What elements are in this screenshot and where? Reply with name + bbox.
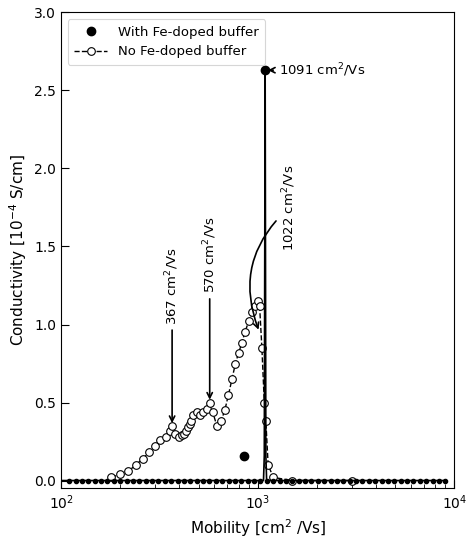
No Fe-doped buffer [252,302,258,309]
No Fe-doped buffer [201,408,206,415]
No Fe-doped buffer [242,329,248,336]
No Fe-doped buffer [189,418,194,425]
No Fe-doped buffer [197,412,203,418]
No Fe-doped buffer [229,376,235,382]
No Fe-doped buffer [163,434,168,440]
Text: 1022 cm$^2$/Vs: 1022 cm$^2$/Vs [250,164,298,328]
No Fe-doped buffer [126,468,131,474]
No Fe-doped buffer [290,477,295,484]
No Fe-doped buffer [236,349,242,356]
No Fe-doped buffer [169,423,175,429]
No Fe-doped buffer [210,408,216,415]
No Fe-doped buffer [118,471,123,478]
No Fe-doped buffer [262,399,267,406]
No Fe-doped buffer [204,406,210,412]
No Fe-doped buffer [177,434,182,440]
No Fe-doped buffer [207,399,212,406]
Legend: With Fe-doped buffer, No Fe-doped buffer: With Fe-doped buffer, No Fe-doped buffer [68,19,265,65]
Line: No Fe-doped buffer: No Fe-doped buffer [108,297,356,484]
No Fe-doped buffer [168,428,173,434]
No Fe-doped buffer [140,455,146,462]
No Fe-doped buffer [263,418,269,425]
No Fe-doped buffer [191,412,196,418]
No Fe-doped buffer [259,345,265,351]
No Fe-doped buffer [109,474,114,480]
Text: 570 cm$^2$/Vs: 570 cm$^2$/Vs [201,216,219,398]
No Fe-doped buffer [157,437,163,443]
X-axis label: Mobility [cm$^2$ /Vs]: Mobility [cm$^2$ /Vs] [190,518,326,539]
No Fe-doped buffer [185,424,191,431]
No Fe-doped buffer [222,407,228,414]
No Fe-doped buffer [246,318,252,325]
No Fe-doped buffer [218,418,224,425]
No Fe-doped buffer [214,423,220,429]
Text: 367 cm$^2$/Vs: 367 cm$^2$/Vs [164,247,181,422]
No Fe-doped buffer [233,360,238,367]
No Fe-doped buffer [265,462,271,468]
No Fe-doped buffer [239,340,245,347]
No Fe-doped buffer [181,430,186,437]
No Fe-doped buffer [226,391,231,398]
Y-axis label: Conductivity [10$^{-4}$ S/cm]: Conductivity [10$^{-4}$ S/cm] [7,155,28,346]
No Fe-doped buffer [152,443,158,449]
No Fe-doped buffer [250,308,255,315]
No Fe-doped buffer [179,432,184,438]
No Fe-doped buffer [187,421,192,428]
No Fe-doped buffer [146,449,152,456]
No Fe-doped buffer [172,430,178,437]
Text: 1091 cm$^2$/Vs: 1091 cm$^2$/Vs [270,61,365,79]
No Fe-doped buffer [257,302,263,309]
No Fe-doped buffer [349,477,355,484]
No Fe-doped buffer [133,462,139,468]
No Fe-doped buffer [255,298,261,304]
No Fe-doped buffer [194,408,200,415]
No Fe-doped buffer [271,474,276,480]
No Fe-doped buffer [183,428,189,434]
